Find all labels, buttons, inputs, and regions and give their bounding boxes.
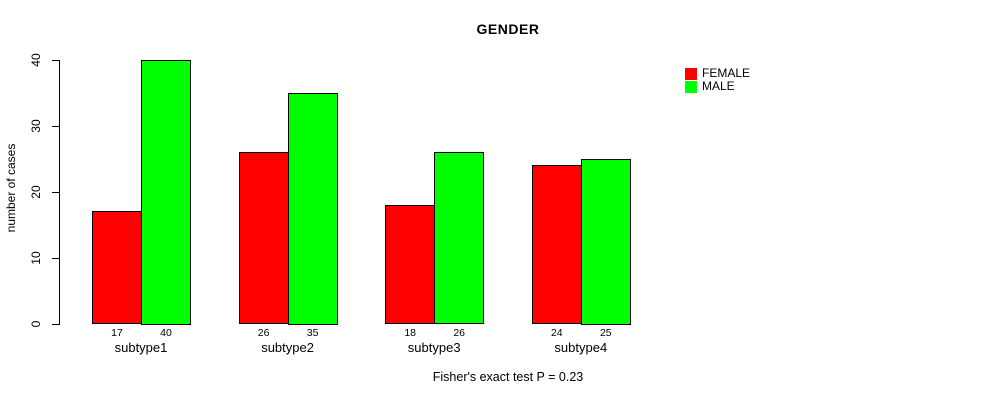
y-axis-tick [52, 191, 59, 193]
y-axis-tick-label: 30 [29, 118, 43, 133]
bar-value-label: 26 [453, 327, 466, 339]
chart-title: GENDER [476, 21, 540, 37]
bar-value-label: 35 [306, 327, 319, 339]
legend-item-female: FEMALE [685, 67, 750, 80]
y-axis-tick-label: 0 [29, 320, 43, 327]
legend-label-female: FEMALE [702, 66, 751, 80]
bar-female-subtype3 [385, 204, 436, 325]
bar-male-subtype3 [434, 151, 485, 325]
bar-female-subtype1 [92, 211, 142, 325]
y-axis-label: number of cases [4, 143, 18, 233]
category-label-subtype2: subtype2 [261, 340, 314, 355]
y-axis-tick [52, 125, 59, 127]
y-axis-tick-label: 40 [29, 52, 43, 67]
legend: FEMALE MALE [685, 67, 750, 93]
legend-item-male: MALE [685, 80, 750, 93]
bar-value-label: 26 [257, 327, 270, 339]
bar-male-subtype4 [580, 158, 631, 325]
bar-value-label: 17 [111, 327, 123, 339]
y-axis-tick-label: 20 [29, 184, 43, 199]
bar-value-label: 18 [404, 327, 417, 339]
y-axis-tick [52, 323, 59, 325]
category-label-subtype1: subtype1 [114, 340, 168, 355]
male-color-swatch-icon [685, 80, 697, 93]
y-axis-line [59, 59, 60, 325]
bar-female-subtype4 [531, 165, 582, 325]
bar-male-subtype2 [287, 92, 338, 325]
category-label-subtype4: subtype4 [554, 340, 608, 355]
bar-value-label: 24 [550, 327, 563, 339]
bar-value-label: 25 [599, 327, 612, 339]
y-axis-tick-label: 10 [29, 250, 43, 265]
y-axis-tick [52, 59, 59, 61]
bar-female-subtype2 [238, 151, 289, 325]
bar-value-label: 40 [160, 327, 172, 339]
female-color-swatch-icon [685, 67, 697, 80]
bar-male-subtype1 [141, 59, 191, 325]
y-axis-tick [52, 257, 59, 259]
category-label-subtype3: subtype3 [407, 340, 461, 355]
caption-fisher-test: Fisher's exact test P = 0.23 [432, 370, 584, 384]
legend-label-male: MALE [702, 79, 735, 93]
